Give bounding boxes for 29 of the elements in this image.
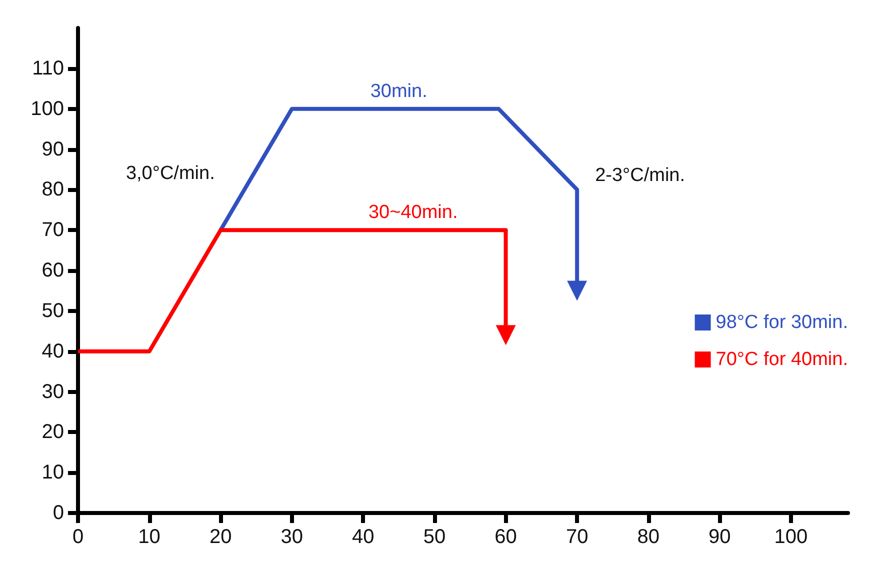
y-tick-label: 20 [42,421,64,444]
y-tick-label: 10 [42,462,64,484]
x-tick-label: 20 [209,526,232,548]
x-tick-label: 90 [708,526,731,548]
x-tick-label: 70 [566,526,588,548]
annotation: 30~40min. [368,202,458,224]
x-tick-label: 80 [637,526,660,548]
y-tick-label: 90 [42,138,64,160]
x-tick-label: 10 [138,526,160,548]
y-tick-label: 40 [42,340,64,362]
x-tick-label: 100 [774,526,808,548]
legend-label: 98°C for 30min. [716,312,848,333]
x-tick-label: 40 [352,526,374,548]
annotation: 30min. [370,80,428,102]
y-tick-label: 70 [42,219,64,242]
y-tick-label: 100 [30,98,64,120]
x-tick-label: 60 [494,526,517,548]
y-tick-label: 50 [42,300,64,322]
legend-label: 70°C for 40min. [716,349,848,370]
x-tick-label: 0 [72,526,84,548]
annotation: 3,0°C/min. [126,163,215,184]
annotation: 2-3°C/min. [595,165,686,186]
y-tick-label: 30 [42,380,64,403]
y-tick-label: 60 [42,260,64,282]
x-tick-label: 30 [280,526,304,548]
y-tick-label: 80 [42,178,64,201]
y-tick-label: 110 [32,57,64,80]
x-tick-label: 50 [423,526,446,548]
y-tick-label: 0 [52,502,64,524]
